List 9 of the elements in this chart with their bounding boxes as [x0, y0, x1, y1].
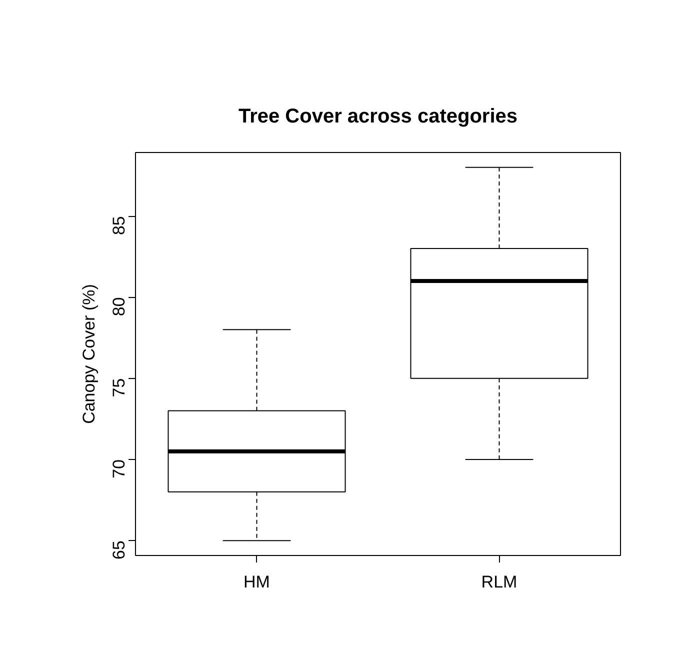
y-tick-label: 75: [110, 378, 128, 398]
y-axis-title: Canopy Cover (%): [80, 284, 98, 424]
y-tick-label: 85: [110, 216, 128, 236]
chart-title: Tree Cover across categories: [238, 106, 518, 128]
y-tick-label: 70: [110, 459, 128, 478]
x-tick-label: RLM: [481, 572, 518, 592]
y-tick-label: 65: [110, 540, 128, 560]
y-tick-label: 80: [110, 297, 128, 316]
x-tick-label: HM: [244, 572, 270, 592]
